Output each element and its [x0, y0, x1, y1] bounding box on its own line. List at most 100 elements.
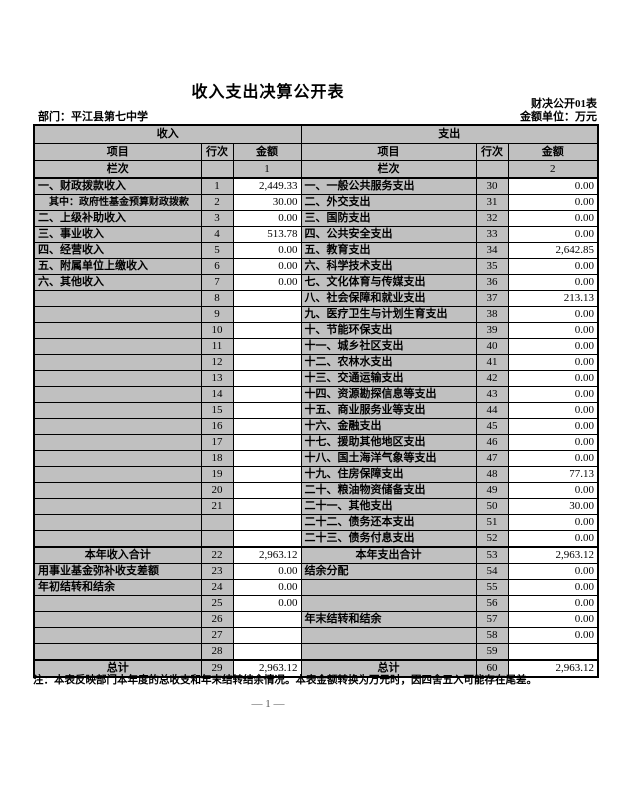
table-row: 10 十、节能环保支出 39 0.00	[33, 322, 599, 339]
table-row: 9 九、医疗卫生与计划生育支出 38 0.00	[33, 306, 599, 323]
table-row: 25 0.00 56 0.00	[33, 595, 599, 612]
expense-amount-cell: 0.00	[507, 627, 599, 644]
expense-item-cell: 十二、农林水支出	[300, 354, 477, 371]
expense-amount-cell: 0.00	[507, 354, 599, 371]
table-row: 26 年末结转和结余 57 0.00	[33, 611, 599, 628]
expense-amount-cell: 0.00	[507, 418, 599, 435]
income-line-cell: 14	[200, 386, 234, 403]
income-line-cell: 16	[200, 418, 234, 435]
expense-line-cell: 45	[475, 418, 509, 435]
income-amount-cell: 0.00	[232, 258, 302, 275]
income-amount-cell	[232, 466, 302, 483]
income-line-cell: 26	[200, 611, 234, 628]
expense-item-cell	[300, 595, 477, 612]
income-item-cell	[33, 386, 202, 403]
expense-line-header: 行次	[475, 143, 509, 161]
table-row: 11 十一、城乡社区支出 40 0.00	[33, 338, 599, 355]
expense-amount-cell: 0.00	[507, 274, 599, 291]
income-line-cell: 2	[200, 194, 234, 211]
income-amount-cell	[232, 434, 302, 451]
expense-line-cell: 55	[475, 579, 509, 596]
income-item-cell	[33, 643, 202, 661]
expense-amount-header: 金额	[507, 143, 599, 161]
expense-amount-cell: 0.00	[507, 563, 599, 580]
expense-line-cell: 46	[475, 434, 509, 451]
income-line-cell: 3	[200, 210, 234, 227]
income-item-cell	[33, 466, 202, 483]
expense-item-cell: 三、国防支出	[300, 210, 477, 227]
expense-amount-cell: 0.00	[507, 226, 599, 243]
income-line-cell: 11	[200, 338, 234, 355]
income-amount-cell: 30.00	[232, 194, 302, 211]
expense-line-cell: 59	[475, 643, 509, 661]
expense-line-cell: 44	[475, 402, 509, 419]
income-item-cell	[33, 354, 202, 371]
expense-amount-cell: 0.00	[507, 338, 599, 355]
expense-line-cell: 53	[475, 546, 509, 564]
meta-line: 金额单位：万元 部门：平江县第七中学	[38, 108, 597, 124]
income-amount-cell	[232, 643, 302, 661]
expense-line-cell: 37	[475, 290, 509, 307]
page-title: 收入支出决算公开表	[191, 84, 345, 101]
income-amount-cell: 513.78	[232, 226, 302, 243]
form-code-label: 财决公开01表	[531, 98, 597, 110]
income-index-blank	[200, 160, 234, 179]
table-row: 六、其他收入 7 0.00 七、文化体育与传媒支出 36 0.00	[33, 274, 599, 291]
expense-item-cell: 七、文化体育与传媒支出	[300, 274, 477, 291]
income-line-cell: 5	[200, 242, 234, 259]
income-amount-cell	[232, 290, 302, 307]
expense-item-cell: 结余分配	[300, 563, 477, 580]
table-row: 三、事业收入 4 513.78 四、公共安全支出 33 0.00	[33, 226, 599, 243]
income-item-cell	[33, 306, 202, 323]
income-line-cell: 29	[200, 659, 234, 678]
expense-amount-cell: 0.00	[507, 450, 599, 467]
expense-line-cell: 43	[475, 386, 509, 403]
table-row: 15 十五、商业服务业等支出 44 0.00	[33, 402, 599, 419]
table-row: 五、附属单位上缴收入 6 0.00 六、科学技术支出 35 0.00	[33, 258, 599, 275]
expense-line-cell: 47	[475, 450, 509, 467]
expense-item-cell	[300, 643, 477, 661]
table-row: 四、经营收入 5 0.00 五、教育支出 34 2,642.85	[33, 242, 599, 259]
income-item-cell: 四、经营收入	[33, 242, 202, 259]
income-item-cell	[33, 627, 202, 644]
expense-item-cell: 总计	[300, 659, 477, 678]
expense-line-cell: 30	[475, 177, 509, 195]
expense-amount-cell: 30.00	[507, 498, 599, 515]
income-index-label: 栏次	[33, 160, 202, 179]
table-row: 二、上级补助收入 3 0.00 三、国防支出 32 0.00	[33, 210, 599, 227]
table-row: 18 十八、国土海洋气象等支出 47 0.00	[33, 450, 599, 467]
income-line-cell	[200, 530, 234, 548]
income-line-cell: 9	[200, 306, 234, 323]
income-amount-cell	[232, 338, 302, 355]
expense-line-cell: 51	[475, 514, 509, 531]
income-index-number: 1	[232, 160, 302, 179]
expense-amount-cell: 2,642.85	[507, 242, 599, 259]
income-amount-cell: 2,449.33	[232, 177, 302, 195]
income-amount-cell	[232, 611, 302, 628]
income-item-cell	[33, 434, 202, 451]
income-line-cell: 21	[200, 498, 234, 515]
income-item-cell	[33, 611, 202, 628]
expense-item-cell: 五、教育支出	[300, 242, 477, 259]
income-line-cell: 24	[200, 579, 234, 596]
income-amount-cell: 0.00	[232, 563, 302, 580]
expense-item-cell: 十七、援助其他地区支出	[300, 434, 477, 451]
expense-line-cell: 57	[475, 611, 509, 628]
income-section-header: 收入	[33, 124, 302, 144]
income-item-cell	[33, 482, 202, 499]
income-line-cell: 28	[200, 643, 234, 661]
income-line-cell: 15	[200, 402, 234, 419]
expense-index-label: 栏次	[300, 160, 477, 179]
expense-line-cell: 33	[475, 226, 509, 243]
expense-line-cell: 32	[475, 210, 509, 227]
expense-line-cell: 49	[475, 482, 509, 499]
expense-item-cell: 二十、粮油物资储备支出	[300, 482, 477, 499]
expense-line-cell: 36	[475, 274, 509, 291]
income-amount-cell	[232, 386, 302, 403]
expense-item-cell: 十八、国土海洋气象等支出	[300, 450, 477, 467]
income-item-cell	[33, 595, 202, 612]
footnote: 注：本表反映部门本年度的总收支和年末结转结余情况。本表金额转换为万元时，因四舍五…	[33, 675, 537, 686]
income-item-cell: 二、上级补助收入	[33, 210, 202, 227]
expense-line-cell: 41	[475, 354, 509, 371]
expense-item-cell: 二十三、债务付息支出	[300, 530, 477, 548]
